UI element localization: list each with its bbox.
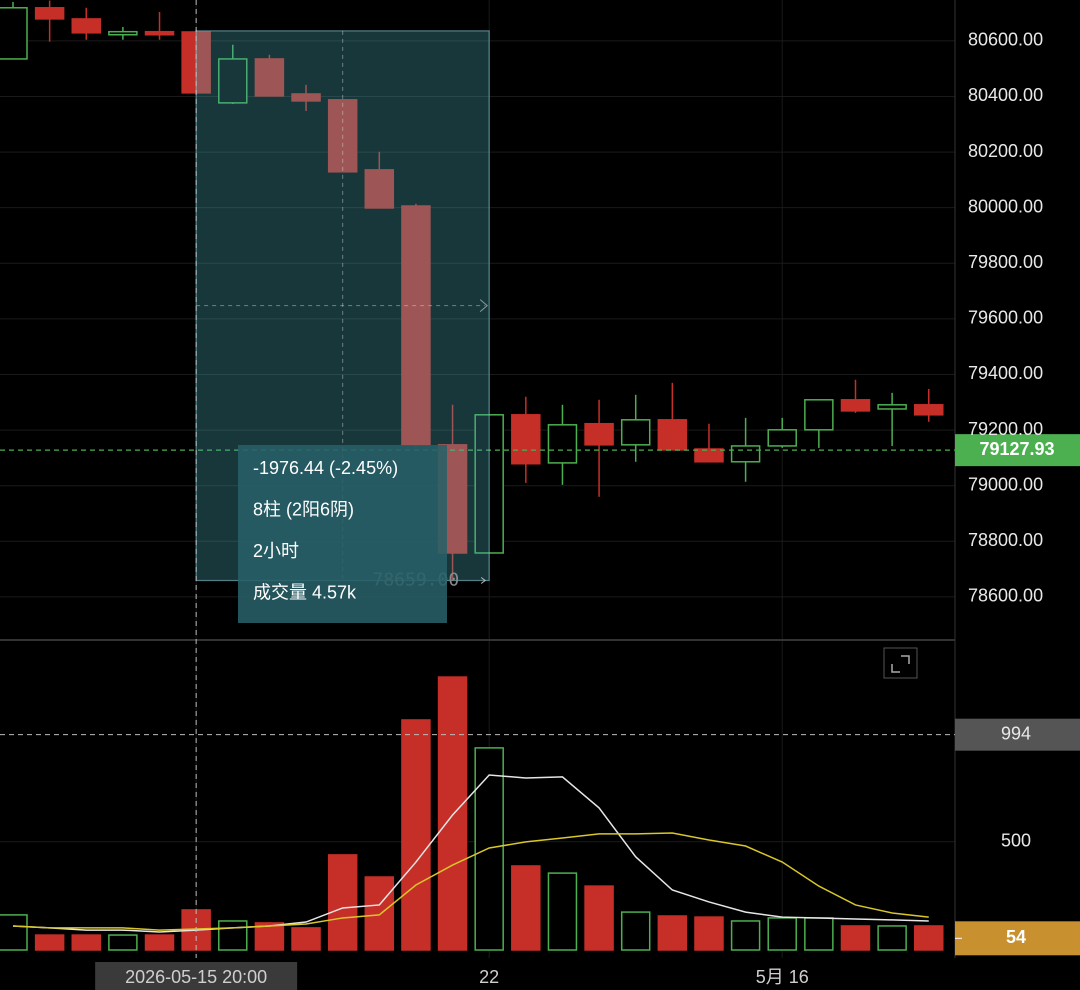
candle-body bbox=[914, 404, 944, 416]
moving-average-line bbox=[12, 832, 929, 931]
expand-icon bbox=[891, 655, 910, 673]
candle-body bbox=[108, 30, 138, 36]
candle-body bbox=[840, 399, 871, 412]
candle-body bbox=[327, 99, 358, 173]
tooltip-line: -1976.44 (-2.45%) bbox=[253, 458, 398, 478]
volume-bar bbox=[620, 911, 651, 951]
crosshair-value-box bbox=[955, 718, 1080, 751]
x-label-box bbox=[95, 962, 298, 990]
candle-body bbox=[657, 419, 688, 451]
moving-average-line bbox=[12, 774, 929, 933]
candle-body bbox=[34, 7, 65, 20]
volume-bar bbox=[144, 934, 175, 951]
volume-bar bbox=[437, 676, 468, 951]
volume-bar bbox=[401, 719, 431, 951]
volume-bar bbox=[218, 920, 248, 951]
y-tick-label: 78800.00 bbox=[968, 530, 1043, 550]
y-tick-label: 80000.00 bbox=[968, 196, 1043, 216]
volume-bar bbox=[547, 872, 578, 951]
volume-bar bbox=[730, 920, 761, 951]
y-tick-label: 80600.00 bbox=[968, 30, 1043, 50]
measure-arrow bbox=[479, 299, 488, 313]
candle-body bbox=[804, 399, 834, 431]
volume-bar bbox=[254, 922, 285, 951]
y-tick-label: 78600.00 bbox=[968, 586, 1043, 606]
volume-bar bbox=[840, 925, 871, 951]
candle-body bbox=[401, 205, 431, 446]
volume-bar bbox=[804, 917, 834, 951]
last-volume-label: 54 bbox=[1006, 927, 1026, 947]
crosshair-value-label: 994 bbox=[1001, 723, 1031, 743]
candle-body bbox=[877, 404, 907, 410]
candle-body bbox=[511, 414, 541, 465]
x-tick-label: 5月 16 bbox=[756, 967, 809, 987]
last-price-box bbox=[955, 434, 1080, 467]
tooltip-line: 成交量 4.57k bbox=[253, 582, 357, 602]
volume-bar bbox=[327, 854, 358, 951]
y-tick-label: 500 bbox=[1001, 830, 1031, 850]
measure-arrow bbox=[480, 577, 487, 584]
x-tick-label: 22 bbox=[479, 967, 499, 987]
volume-bar bbox=[108, 934, 138, 951]
volume-bar bbox=[584, 885, 614, 951]
volume-bar bbox=[71, 934, 102, 951]
y-tick-label: 79000.00 bbox=[968, 474, 1043, 494]
x-tick-label: 2026-05-15 20:00 bbox=[125, 967, 267, 987]
candle-body bbox=[584, 422, 614, 446]
candle-body bbox=[620, 419, 651, 446]
candle-body bbox=[254, 58, 285, 97]
candle-body bbox=[291, 93, 321, 102]
y-tick-label: 79800.00 bbox=[968, 252, 1043, 272]
volume-bar bbox=[34, 934, 65, 951]
candle-body bbox=[694, 448, 724, 463]
expand-button[interactable] bbox=[883, 647, 918, 679]
overlay: 79127.9378659.00-1976.44 (-2.45%)8柱 (2阳6… bbox=[0, 0, 1080, 958]
measure-tooltip bbox=[238, 445, 447, 623]
candle-body bbox=[364, 169, 395, 209]
candle-body bbox=[0, 7, 28, 60]
volume-bar bbox=[767, 917, 797, 951]
volume-bar bbox=[364, 876, 395, 951]
tooltip-line: 2小时 bbox=[253, 541, 299, 561]
y-tick-label: 79200.00 bbox=[968, 419, 1043, 439]
y-tick-label: 80400.00 bbox=[968, 85, 1043, 105]
last-price-label: 79127.93 bbox=[979, 439, 1054, 459]
volume-bar bbox=[657, 915, 688, 951]
candle-body bbox=[71, 18, 102, 34]
y-tick-label: 80200.00 bbox=[968, 141, 1043, 161]
volume-bar bbox=[511, 865, 541, 951]
candle-body bbox=[767, 429, 797, 447]
volume-bar bbox=[0, 914, 28, 951]
y-tick-label: 79400.00 bbox=[968, 363, 1043, 383]
volume-bar bbox=[694, 916, 724, 951]
candle-body bbox=[730, 445, 761, 463]
candle-body bbox=[144, 30, 175, 36]
candle-body bbox=[218, 58, 248, 104]
last-volume-box bbox=[955, 921, 1080, 956]
volume-bar bbox=[914, 925, 944, 951]
volume-bar bbox=[291, 927, 321, 951]
volume-bar bbox=[877, 925, 907, 951]
volume-bar bbox=[474, 747, 504, 951]
candle-body bbox=[547, 424, 578, 464]
y-tick-label: 79600.00 bbox=[968, 308, 1043, 328]
tooltip-line: 8柱 (2阳6阴) bbox=[253, 499, 354, 519]
